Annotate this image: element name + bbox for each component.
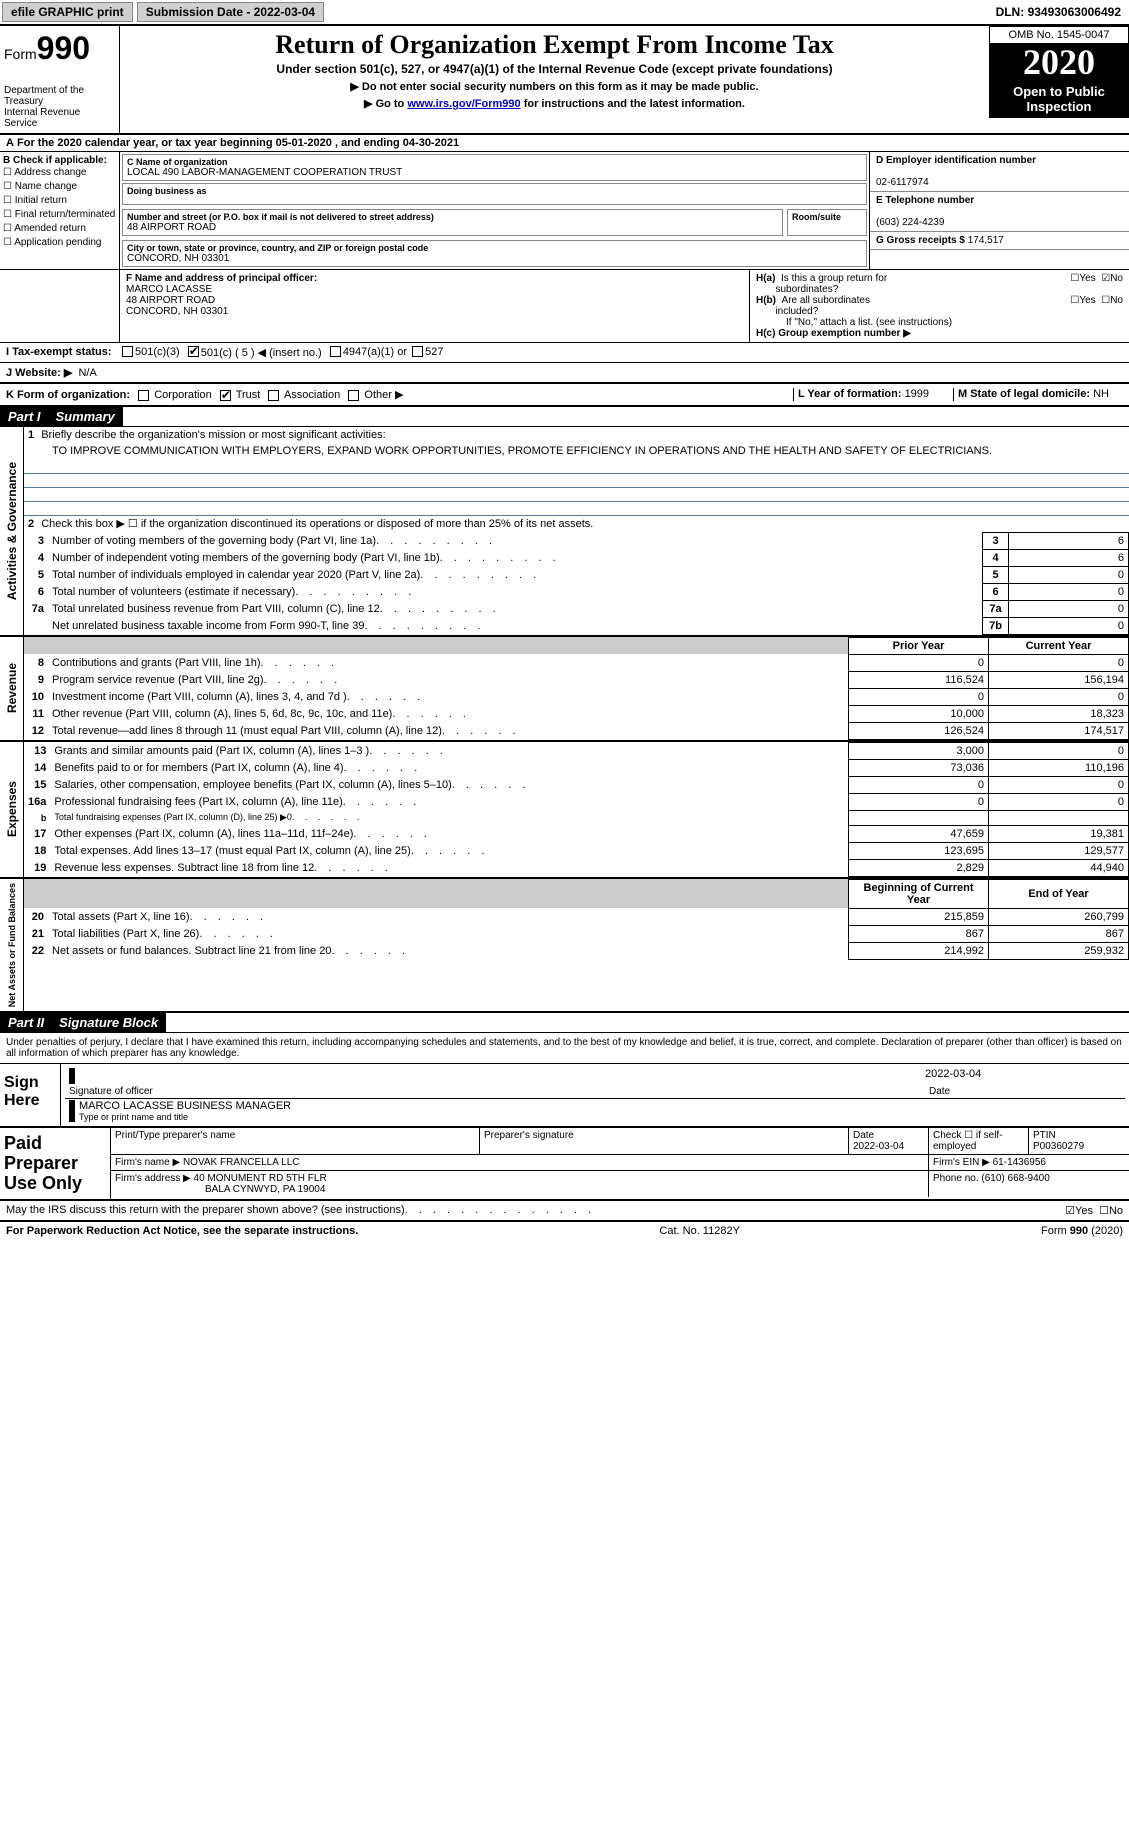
org-name-box: C Name of organization LOCAL 490 LABOR-M… (122, 154, 867, 181)
net-assets-section: Net Assets or Fund Balances Beginning of… (0, 879, 1129, 1013)
street-box: Number and street (or P.O. box if mail i… (122, 209, 783, 236)
chk-name-change[interactable]: ☐ Name change (3, 180, 116, 194)
preparer-date: Date2022-03-04 (849, 1128, 929, 1154)
side-revenue: Revenue (3, 659, 21, 717)
sign-here-label: Sign Here (0, 1064, 60, 1126)
org-name: LOCAL 490 LABOR-MANAGEMENT COOPERATION T… (127, 167, 862, 178)
expenses-table: 13 Grants and similar amounts paid (Part… (24, 742, 1129, 877)
city-box: City or town, state or province, country… (122, 240, 867, 267)
col-c-org-info: C Name of organization LOCAL 490 LABOR-M… (120, 152, 869, 269)
form-title-box: Return of Organization Exempt From Incom… (120, 26, 989, 133)
submission-date-box: Submission Date - 2022-03-04 (137, 2, 324, 22)
ptin-box: PTINP00360279 (1029, 1128, 1129, 1154)
governance-section: Activities & Governance 1 Briefly descri… (0, 427, 1129, 637)
revenue-section: Revenue Prior YearCurrent Year8 Contribu… (0, 637, 1129, 742)
chk-501c[interactable] (188, 346, 199, 357)
side-governance: Activities & Governance (3, 458, 21, 604)
top-toolbar: efile GRAPHIC print Submission Date - 20… (0, 0, 1129, 26)
room-box: Room/suite (787, 209, 867, 236)
paperwork-notice: For Paperwork Reduction Act Notice, see … (6, 1225, 358, 1237)
dept-treasury: Department of the Treasury (4, 85, 115, 107)
tax-exempt-row: I Tax-exempt status: 501(c)(3) 501(c) ( … (0, 343, 1129, 363)
discuss-row: May the IRS discuss this return with the… (0, 1201, 1129, 1222)
tax-period-line: A For the 2020 calendar year, or tax yea… (0, 135, 1129, 152)
governance-table: 3 Number of voting members of the govern… (24, 532, 1129, 635)
officer-h-row: F Name and address of principal officer:… (0, 270, 1129, 343)
sign-here-block: Sign Here Signature of officer 2022-03-0… (0, 1063, 1129, 1126)
form-ref: Form 990 (2020) (1041, 1225, 1123, 1237)
officer-name-title: MARCO LACASSE BUSINESS MANAGER (79, 1100, 1125, 1112)
preparer-name-hdr: Print/Type preparer's name (111, 1128, 480, 1154)
chk-amended[interactable]: ☐ Amended return (3, 222, 116, 236)
l2-text: Check this box ▶ ☐ if the organization d… (41, 518, 593, 530)
sig-date-label: Date (925, 1084, 1125, 1099)
irs-form990-link[interactable]: www.irs.gov/Form990 (407, 98, 520, 110)
firm-phone: Phone no. (610) 668-9400 (929, 1171, 1129, 1197)
paid-preparer-block: Paid Preparer Use Only Print/Type prepar… (0, 1126, 1129, 1201)
firm-address: Firm's address ▶ 40 MONUMENT RD 5TH FLRB… (111, 1171, 929, 1197)
year-box-column: OMB No. 1545-0047 2020 Open to PublicIns… (989, 26, 1129, 133)
chk-final-return[interactable]: ☐ Final return/terminated (3, 208, 116, 222)
tax-year: 2020 (989, 44, 1129, 80)
ein-box: D Employer identification number02-61179… (870, 152, 1129, 192)
sig-officer-label: Signature of officer (65, 1084, 925, 1099)
preparer-sig-hdr: Preparer's signature (480, 1128, 849, 1154)
public-inspection: Open to PublicInspection (989, 80, 1129, 118)
chk-527[interactable] (412, 346, 423, 357)
chk-initial-return[interactable]: ☐ Initial return (3, 194, 116, 208)
chk-pending[interactable]: ☐ Application pending (3, 236, 116, 250)
street-address: 48 AIRPORT ROAD (127, 222, 778, 233)
dba-box: Doing business as (122, 183, 867, 205)
city-state-zip: CONCORD, NH 03301 (127, 253, 862, 264)
chk-4947[interactable] (330, 346, 341, 357)
firm-name: Firm's name ▶ NOVAK FRANCELLA LLC (111, 1155, 929, 1170)
goto-link-line: ▶ Go to www.irs.gov/Form990 for instruct… (128, 97, 981, 110)
gross-receipts-box: G Gross receipts $ 174,517 (870, 232, 1129, 250)
part2-header: Part IISignature Block (0, 1013, 1129, 1033)
efile-print-button[interactable]: efile GRAPHIC print (2, 2, 133, 22)
col-b-label: B Check if applicable: (3, 155, 116, 166)
officer-name-label: Type or print name and title (79, 1112, 1125, 1122)
year-formation: L Year of formation: 1999 (793, 388, 953, 401)
form-subtitle: Under section 501(c), 527, or 4947(a)(1)… (128, 62, 981, 76)
col-d-right: D Employer identification number02-61179… (869, 152, 1129, 269)
state-domicile: M State of legal domicile: NH (953, 388, 1123, 401)
self-employed-chk[interactable]: Check ☐ if self-employed (929, 1128, 1029, 1154)
part1-header: Part ISummary (0, 407, 1129, 427)
cat-no: Cat. No. 11282Y (659, 1225, 740, 1237)
org-form-row: K Form of organization: Corporation Trus… (0, 384, 1129, 407)
ssn-warning: ▶ Do not enter social security numbers o… (128, 80, 981, 93)
mission-text: TO IMPROVE COMMUNICATION WITH EMPLOYERS,… (24, 443, 1129, 459)
form-header: Form990 Department of the Treasury Inter… (0, 26, 1129, 135)
paid-preparer-label: Paid Preparer Use Only (0, 1128, 110, 1199)
principal-officer: F Name and address of principal officer:… (120, 270, 749, 342)
l1-label: Briefly describe the organization's miss… (41, 429, 385, 441)
chk-501c3[interactable] (122, 346, 133, 357)
form-title: Return of Organization Exempt From Incom… (128, 30, 981, 60)
chk-address-change[interactable]: ☐ Address change (3, 166, 116, 180)
phone-box: E Telephone number(603) 224-4239 (870, 192, 1129, 232)
website-row: J Website: ▶ N/A (0, 363, 1129, 384)
side-netassets: Net Assets or Fund Balances (5, 879, 19, 1011)
chk-corp[interactable] (138, 390, 149, 401)
firm-ein: Firm's EIN ▶ 61-1436956 (929, 1155, 1129, 1170)
net-assets-table: Beginning of Current YearEnd of Year20 T… (24, 879, 1129, 960)
chk-trust[interactable] (220, 390, 231, 401)
form-number-box: Form990 Department of the Treasury Inter… (0, 26, 120, 133)
penalty-statement: Under penalties of perjury, I declare th… (0, 1033, 1129, 1063)
page-footer: For Paperwork Reduction Act Notice, see … (0, 1222, 1129, 1240)
chk-other[interactable] (348, 390, 359, 401)
revenue-table: Prior YearCurrent Year8 Contributions an… (24, 637, 1129, 740)
side-expenses: Expenses (3, 777, 21, 841)
sig-date: 2022-03-04 (925, 1068, 1125, 1084)
h-group-return: H(a) Is this a group return for subordin… (749, 270, 1129, 342)
dln-field: DLN: 93493063006492 (996, 5, 1127, 19)
header-section-a: B Check if applicable: ☐ Address change … (0, 152, 1129, 270)
expenses-section: Expenses 13 Grants and similar amounts p… (0, 742, 1129, 879)
irs-label: Internal Revenue Service (4, 107, 115, 129)
chk-assoc[interactable] (268, 390, 279, 401)
col-b-checkboxes: B Check if applicable: ☐ Address change … (0, 152, 120, 269)
